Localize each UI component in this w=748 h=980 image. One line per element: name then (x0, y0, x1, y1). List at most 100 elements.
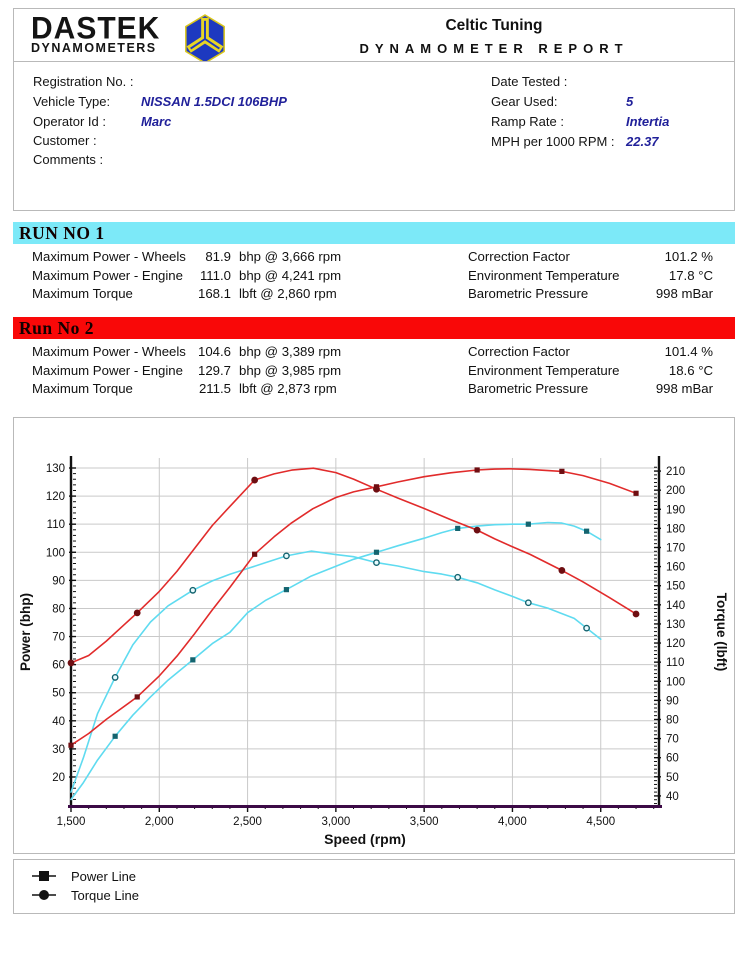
run2-stat-row-2: Maximum Torque 211.5 lbft @ 2,873 rpm Baro… (13, 381, 735, 399)
svg-text:150: 150 (666, 581, 685, 593)
info-right-0: Date Tested : (491, 74, 567, 91)
svg-text:4,500: 4,500 (586, 816, 615, 828)
stat-unit: bhp @ 3,389 rpm (239, 344, 342, 359)
info-left-2-label: Operator Id : (33, 114, 106, 129)
env-stat-value: 101.2 % (664, 249, 713, 264)
svg-text:3,000: 3,000 (321, 816, 350, 828)
power-line-marker-icon (32, 871, 56, 881)
dastek-cube-logo-icon (185, 14, 225, 64)
env-stat-label: Environment Temperature (468, 267, 620, 283)
dyno-chart-panel: 20 30 40 50 60 70 80 90 100 110 120 130 40 50 60 70 80 90… (13, 417, 735, 854)
env-stat-label: Barometric Pressure (468, 286, 589, 301)
svg-text:4,000: 4,000 (498, 816, 527, 828)
info-right-2-label: Ramp Rate : (491, 114, 564, 129)
svg-text:130: 130 (46, 463, 65, 475)
stat-label: Maximum Torque (32, 286, 133, 301)
info-left-1-value: NISSAN 1.5DCI 106BHP (141, 94, 287, 109)
run1-stat-row-1: Maximum Power - Engine 111.0 bhp @ 4,241 r… (13, 268, 735, 286)
svg-text:1,500: 1,500 (57, 816, 86, 828)
svg-text:200: 200 (666, 485, 685, 497)
legend-item-square: Power Line (31, 867, 136, 885)
customer-shop-title: Celtic Tuning (445, 17, 543, 34)
legend-item-circle: Torque Line (31, 886, 139, 904)
vehicle-info-panel: Registration No. : Vehicle Type: NISSAN 1.… (13, 61, 735, 211)
svg-text:3,500: 3,500 (410, 816, 439, 828)
report-subtitle: DYNAMOMETER REPORT (359, 41, 629, 56)
info-right-0-label: Date Tested : (491, 74, 568, 89)
stat-unit: bhp @ 3,985 rpm (239, 362, 342, 378)
info-left-2: Operator Id : Marc (33, 114, 171, 131)
svg-text:190: 190 (666, 504, 685, 516)
svg-text:90: 90 (52, 575, 65, 587)
svg-text:110: 110 (47, 519, 65, 531)
info-left-3: Customer : (33, 133, 97, 150)
svg-text:160: 160 (666, 562, 685, 574)
svg-text:180: 180 (666, 523, 685, 535)
run1-stat-row-0: Maximum Power - Wheels 81.9 bhp @ 3,666 rp… (13, 249, 735, 267)
svg-text:2,500: 2,500 (233, 816, 262, 828)
power-torque-chart: 20 30 40 50 60 70 80 90 100 110 120 130 40 50 60 70 80 90… (18, 456, 729, 847)
stat-unit: bhp @ 3,666 rpm (239, 249, 342, 264)
run-banner-1: RUN NO 1 (13, 222, 735, 244)
info-left-1: Vehicle Type: NISSAN 1.5DCI 106BHP (33, 94, 287, 111)
info-left-0: Registration No. : (33, 74, 133, 91)
info-right-3-value: 22.37 (626, 134, 659, 149)
legend-label: Torque Line (71, 887, 139, 903)
info-right-3-label: MPH per 1000 RPM : (491, 134, 615, 149)
svg-text:Speed (rpm): Speed (rpm) (324, 831, 406, 847)
env-stat-value: 998 mBar (655, 381, 713, 396)
info-left-4-label: Comments : (33, 152, 104, 167)
info-right-1-label: Gear Used: (491, 94, 558, 109)
svg-text:80: 80 (666, 714, 679, 726)
svg-text:170: 170 (666, 542, 685, 554)
info-right-2-value: Intertia (626, 114, 670, 129)
stat-unit: lbft @ 2,860 rpm (239, 286, 337, 301)
svg-text:80: 80 (52, 603, 65, 615)
info-left-1-label: Vehicle Type: (33, 94, 111, 109)
stat-label: Maximum Power - Wheels (32, 249, 186, 264)
env-stat-label: Correction Factor (468, 344, 570, 359)
info-right-1: Gear Used: 5 (491, 94, 633, 111)
stat-label: Maximum Power - Engine (32, 267, 183, 283)
svg-text:50: 50 (666, 772, 679, 784)
torque-line-marker-icon (32, 890, 56, 900)
svg-text:30: 30 (52, 744, 65, 756)
dastek-logo-text: DASTEK (31, 11, 161, 46)
report-title-block: Celtic Tuning DYNAMOMETER REPORT (344, 17, 644, 56)
dastek-logo-subtext: DYNAMOMETERS (31, 41, 157, 55)
svg-text:20: 20 (52, 772, 65, 784)
svg-text:Power (bhp): Power (bhp) (18, 593, 33, 671)
svg-text:120: 120 (666, 638, 685, 650)
info-left-2-value: Marc (141, 114, 172, 129)
stat-label: Maximum Torque (32, 381, 133, 396)
svg-text:Torque (lbft): Torque (lbft) (714, 593, 729, 671)
svg-text:40: 40 (52, 716, 65, 728)
env-stat-value: 101.4 % (664, 344, 713, 359)
svg-text:140: 140 (666, 600, 685, 612)
run2-stat-row-0: Maximum Power - Wheels 104.6 bhp @ 3,389 r… (13, 344, 735, 362)
env-stat-value: 18.6 °C (668, 362, 713, 378)
stat-value: 104.6 (197, 344, 231, 359)
svg-text:70: 70 (52, 632, 65, 644)
svg-text:60: 60 (52, 660, 65, 672)
run1-stat-row-2: Maximum Torque 168.1 lbft @ 2,860 rpm Baro… (13, 286, 735, 304)
env-stat-value: 998 mBar (655, 286, 713, 301)
svg-text:50: 50 (52, 688, 65, 700)
dastek-logo: DASTEK DYNAMOMETERS (31, 11, 161, 55)
info-right-1-value: 5 (626, 94, 634, 109)
stat-value: 168.1 (197, 286, 231, 301)
stat-unit: bhp @ 4,241 rpm (239, 267, 342, 283)
run2-stat-row-1: Maximum Power - Engine 129.7 bhp @ 3,985 r… (13, 363, 735, 381)
stat-value: 211.5 (198, 381, 231, 396)
info-left-0-label: Registration No. : (33, 74, 134, 89)
chart-legend: Power Line Torque Line (13, 859, 735, 914)
svg-text:100: 100 (46, 547, 65, 559)
run-banner-2: Run No 2 (13, 317, 735, 339)
legend-label: Power Line (71, 868, 137, 884)
stat-label: Maximum Power - Wheels (32, 344, 186, 359)
info-right-2: Ramp Rate : Intertia (491, 114, 669, 131)
svg-text:130: 130 (666, 619, 685, 631)
svg-text:100: 100 (666, 676, 685, 688)
stat-label: Maximum Power - Engine (32, 362, 183, 378)
env-stat-label: Correction Factor (468, 249, 570, 264)
